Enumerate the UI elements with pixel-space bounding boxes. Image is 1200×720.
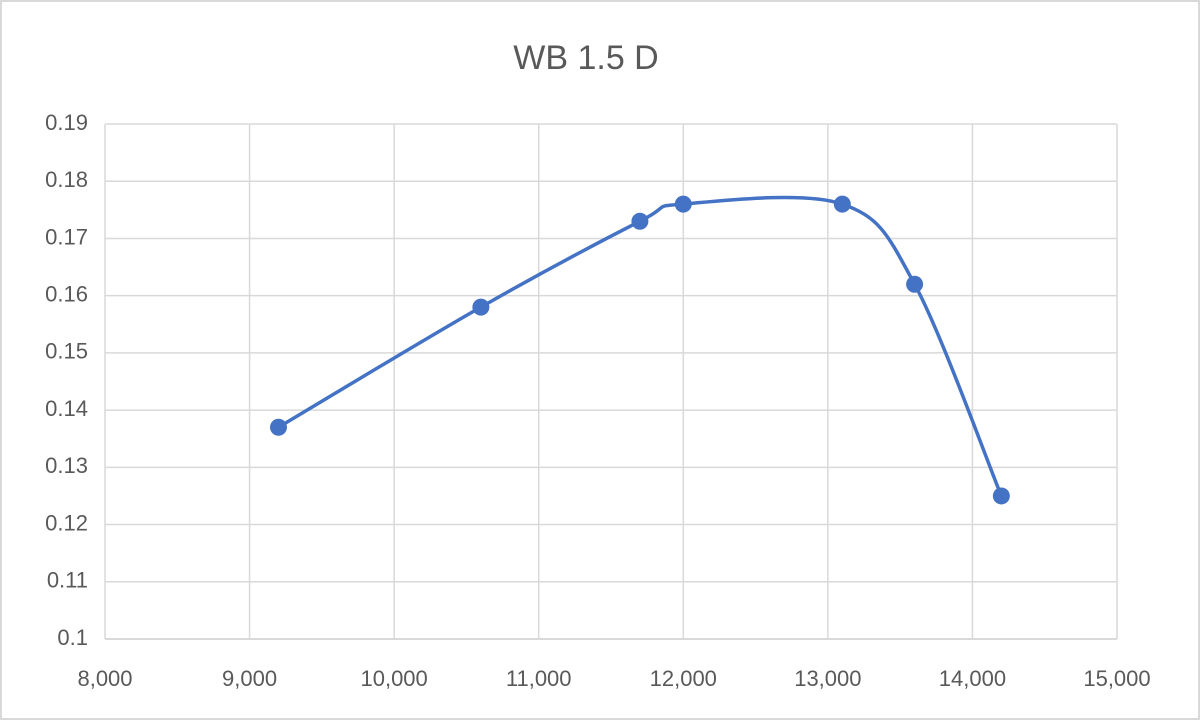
chart-title: WB 1.5 D xyxy=(513,39,658,77)
y-tick-label: 0.16 xyxy=(45,281,88,306)
y-tick-label: 0.19 xyxy=(45,110,88,135)
point xyxy=(631,212,649,230)
point xyxy=(674,195,692,213)
x-tick-label: 13,000 xyxy=(794,666,861,691)
point xyxy=(269,418,287,436)
x-tick-label: 11,000 xyxy=(506,666,572,691)
x-tick-label: 9,000 xyxy=(222,666,277,691)
y-tick-label: 0.1 xyxy=(57,625,88,650)
y-tick-label: 0.11 xyxy=(47,568,88,593)
x-tick-label: 14,000 xyxy=(939,666,1006,691)
x-tick-label: 12,000 xyxy=(650,666,717,691)
y-tick-label: 0.17 xyxy=(45,224,88,249)
y-tick-label: 0.12 xyxy=(45,510,88,535)
point xyxy=(472,298,490,316)
y-tick-label: 0.14 xyxy=(45,396,88,421)
x-tick-label: 8,000 xyxy=(77,666,132,691)
y-tick-label: 0.15 xyxy=(45,339,88,364)
point xyxy=(992,487,1010,505)
point xyxy=(833,195,851,213)
x-tick-label: 15,000 xyxy=(1083,666,1150,691)
y-tick-label: 0.18 xyxy=(45,167,88,192)
x-tick-label: 10,000 xyxy=(360,666,427,691)
point xyxy=(906,275,924,293)
y-tick-label: 0.13 xyxy=(45,453,88,478)
